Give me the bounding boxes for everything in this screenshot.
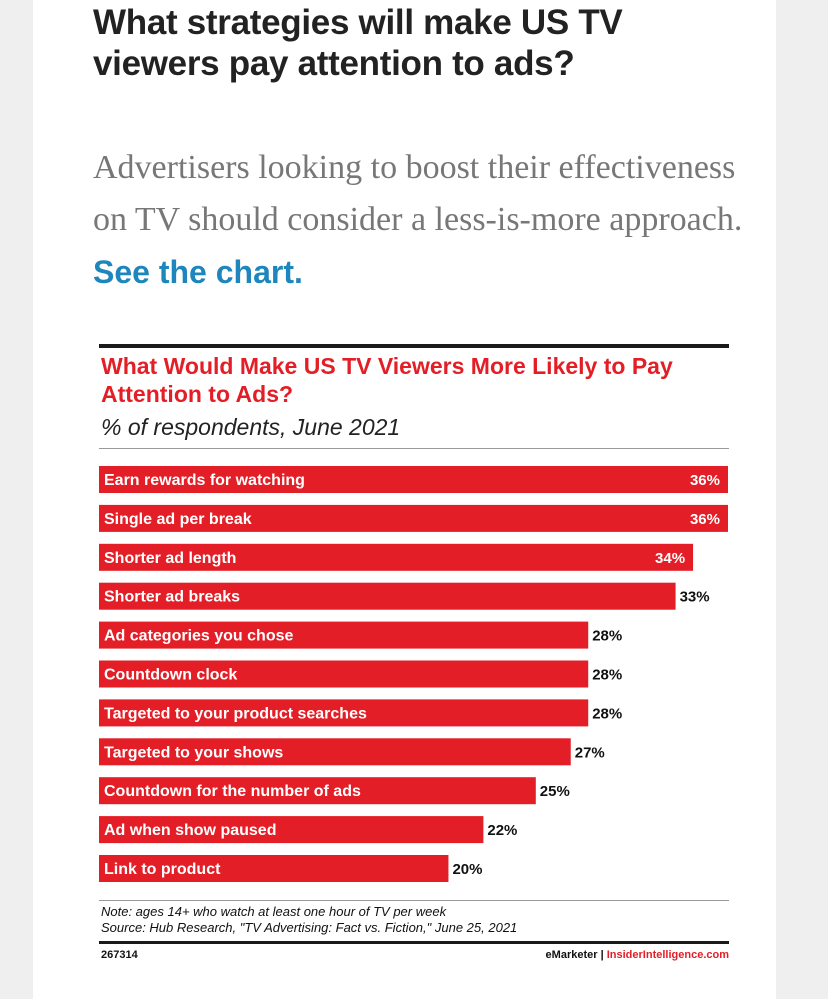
bar-value-label: 28% [592, 667, 622, 684]
bar-value-label: 36% [690, 472, 720, 489]
chart-subtitle: % of respondents, June 2021 [101, 414, 401, 440]
brand-separator: | [600, 949, 604, 961]
bar-category-label: Link to product [104, 861, 221, 878]
bar-category-label: Countdown for the number of ads [104, 783, 361, 800]
article-dek: Advertisers looking to boost their effec… [93, 142, 743, 299]
bar-category-label: Ad when show paused [104, 822, 276, 839]
bar-category-label: Ad categories you chose [104, 628, 293, 645]
bar-category-label: Earn rewards for watching [104, 472, 305, 489]
bar-category-label: Countdown clock [104, 667, 237, 684]
bar-value-label: 33% [680, 589, 710, 606]
dek-text: Advertisers looking to boost their effec… [93, 149, 743, 238]
chart-title: What Would Make US TV Viewers More Likel… [101, 353, 673, 407]
bar [99, 855, 449, 882]
bar-category-label: Single ad per break [104, 511, 252, 528]
bar-value-label: 27% [575, 744, 605, 761]
chart-id: 267314 [101, 949, 138, 961]
brand-emarketer: eMarketer [545, 949, 598, 961]
bar-value-label: 28% [592, 705, 622, 722]
source-text: Source: Hub Research, "TV Advertising: F… [101, 920, 518, 935]
bar [99, 543, 694, 571]
chart-note: Note: ages 14+ who watch at least one ho… [101, 904, 517, 936]
bar [99, 504, 728, 532]
bar [99, 660, 589, 688]
bar-category-label: Shorter ad breaks [104, 589, 240, 606]
note-rule [99, 900, 729, 901]
bar [99, 621, 589, 649]
bar-category-label: Targeted to your shows [104, 744, 283, 761]
bar-category-label: Targeted to your product searches [104, 705, 367, 722]
article-headline: What strategies will make US TV viewers … [93, 3, 623, 83]
bar [99, 699, 589, 727]
bar-value-label: 22% [487, 822, 517, 839]
bar-value-label: 20% [452, 861, 482, 878]
bar-value-label: 28% [592, 628, 622, 645]
bar [99, 466, 728, 493]
bar-value-label: 36% [690, 511, 720, 528]
brand-insider: InsiderIntelligence.com [606, 949, 729, 961]
bar [99, 777, 536, 805]
see-chart-link[interactable]: See the chart. [93, 254, 303, 290]
note-text: Note: ages 14+ who watch at least one ho… [101, 904, 447, 919]
bar [99, 816, 484, 844]
chart-subtitle-rule [99, 448, 729, 449]
chart-top-rule [99, 344, 729, 348]
bar [99, 582, 676, 610]
bar-value-label: 34% [655, 550, 685, 567]
bar-category-label: Shorter ad length [104, 550, 236, 567]
bar [99, 738, 571, 766]
chart-bottom-rule [99, 941, 729, 944]
brand-footer: eMarketer | InsiderIntelligence.com [546, 949, 729, 961]
bar-value-label: 25% [540, 783, 570, 800]
